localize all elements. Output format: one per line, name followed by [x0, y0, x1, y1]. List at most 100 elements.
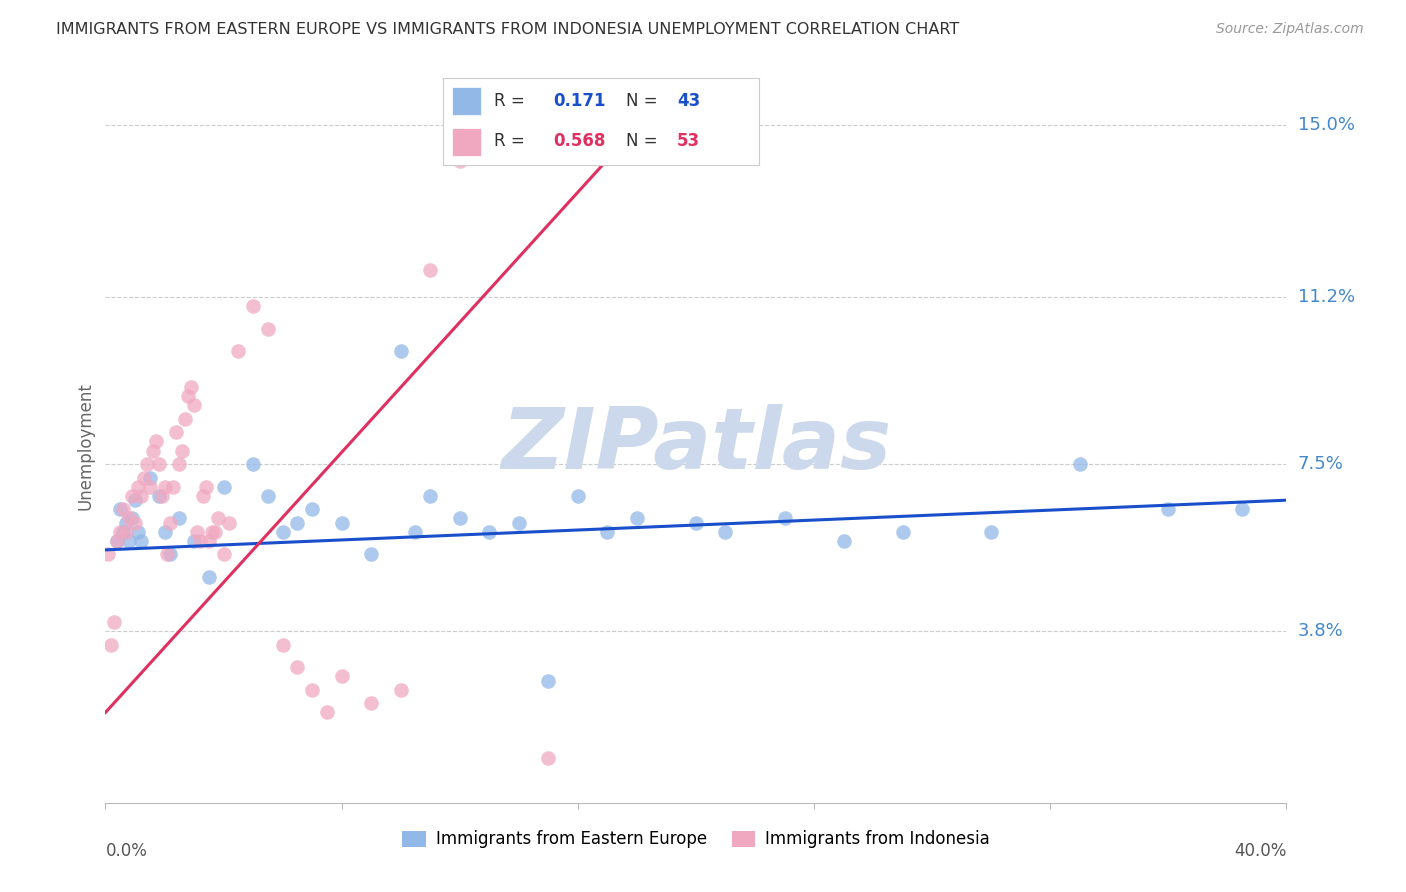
Point — [389, 344, 412, 359]
Point — [162, 480, 184, 494]
Point — [832, 533, 855, 548]
Point — [980, 524, 1002, 539]
Point — [1069, 457, 1091, 471]
Point — [330, 669, 353, 683]
Text: N =: N = — [627, 131, 664, 150]
Text: IMMIGRANTS FROM EASTERN EUROPE VS IMMIGRANTS FROM INDONESIA UNEMPLOYMENT CORRELA: IMMIGRANTS FROM EASTERN EUROPE VS IMMIGR… — [56, 22, 959, 37]
Point — [226, 344, 250, 359]
Text: 43: 43 — [678, 92, 700, 111]
Point — [105, 533, 128, 548]
Point — [183, 398, 205, 412]
Point — [105, 533, 128, 548]
Point — [360, 697, 382, 711]
Text: 7.5%: 7.5% — [1298, 455, 1344, 473]
Point — [1157, 502, 1180, 516]
FancyBboxPatch shape — [453, 87, 481, 115]
Point — [112, 502, 135, 516]
Point — [159, 516, 181, 530]
Point — [100, 638, 122, 652]
Text: 3.8%: 3.8% — [1298, 623, 1343, 640]
Legend: Immigrants from Eastern Europe, Immigrants from Indonesia: Immigrants from Eastern Europe, Immigran… — [395, 824, 997, 855]
Point — [115, 516, 138, 530]
Point — [537, 750, 560, 764]
Text: N =: N = — [627, 92, 664, 111]
Point — [172, 443, 194, 458]
Point — [191, 489, 214, 503]
Point — [132, 470, 155, 484]
Point — [180, 380, 202, 394]
Text: 11.2%: 11.2% — [1298, 288, 1355, 306]
Point — [891, 524, 914, 539]
Point — [121, 489, 143, 503]
Point — [97, 548, 120, 562]
Text: 53: 53 — [678, 131, 700, 150]
Point — [389, 682, 412, 697]
Point — [188, 533, 211, 548]
Point — [537, 673, 560, 688]
Point — [142, 443, 165, 458]
Point — [330, 516, 353, 530]
Point — [124, 516, 146, 530]
Point — [148, 457, 170, 471]
Text: 15.0%: 15.0% — [1298, 116, 1354, 135]
Point — [156, 548, 179, 562]
Point — [419, 263, 441, 277]
Point — [115, 524, 138, 539]
Text: R =: R = — [494, 131, 530, 150]
Point — [129, 533, 152, 548]
Text: ZIPatlas: ZIPatlas — [501, 404, 891, 488]
Point — [212, 548, 235, 562]
Point — [169, 457, 191, 471]
Point — [271, 638, 294, 652]
Point — [242, 299, 264, 313]
Point — [1230, 502, 1253, 516]
Point — [148, 489, 170, 503]
Point — [183, 533, 205, 548]
Point — [256, 489, 278, 503]
Point — [419, 489, 441, 503]
Point — [315, 706, 337, 720]
Point — [174, 412, 197, 426]
FancyBboxPatch shape — [453, 128, 481, 156]
Point — [360, 548, 382, 562]
Point — [449, 154, 471, 169]
Point — [138, 480, 160, 494]
Point — [301, 502, 323, 516]
Point — [127, 480, 149, 494]
Point — [685, 516, 707, 530]
Point — [153, 524, 176, 539]
Point — [212, 480, 235, 494]
Point — [159, 548, 181, 562]
Point — [626, 511, 648, 525]
Point — [207, 511, 229, 525]
Point — [153, 480, 176, 494]
Point — [596, 524, 619, 539]
Point — [110, 502, 132, 516]
Point — [773, 511, 796, 525]
Point — [404, 524, 426, 539]
Point — [478, 524, 501, 539]
Point — [301, 682, 323, 697]
Point — [287, 516, 309, 530]
Text: 0.0%: 0.0% — [105, 842, 148, 860]
Point — [242, 457, 264, 471]
Point — [508, 516, 530, 530]
Text: 0.171: 0.171 — [554, 92, 606, 111]
Point — [121, 511, 143, 525]
Text: R =: R = — [494, 92, 530, 111]
Point — [194, 480, 217, 494]
Point — [135, 457, 157, 471]
Point — [218, 516, 240, 530]
Point — [714, 524, 737, 539]
Text: 40.0%: 40.0% — [1234, 842, 1286, 860]
Point — [124, 493, 146, 508]
Point — [256, 321, 278, 335]
Point — [150, 489, 173, 503]
Point — [118, 511, 141, 525]
Point — [118, 533, 141, 548]
Point — [197, 533, 219, 548]
Y-axis label: Unemployment: Unemployment — [76, 382, 94, 510]
Point — [186, 524, 208, 539]
Point — [169, 511, 191, 525]
Point — [138, 470, 160, 484]
